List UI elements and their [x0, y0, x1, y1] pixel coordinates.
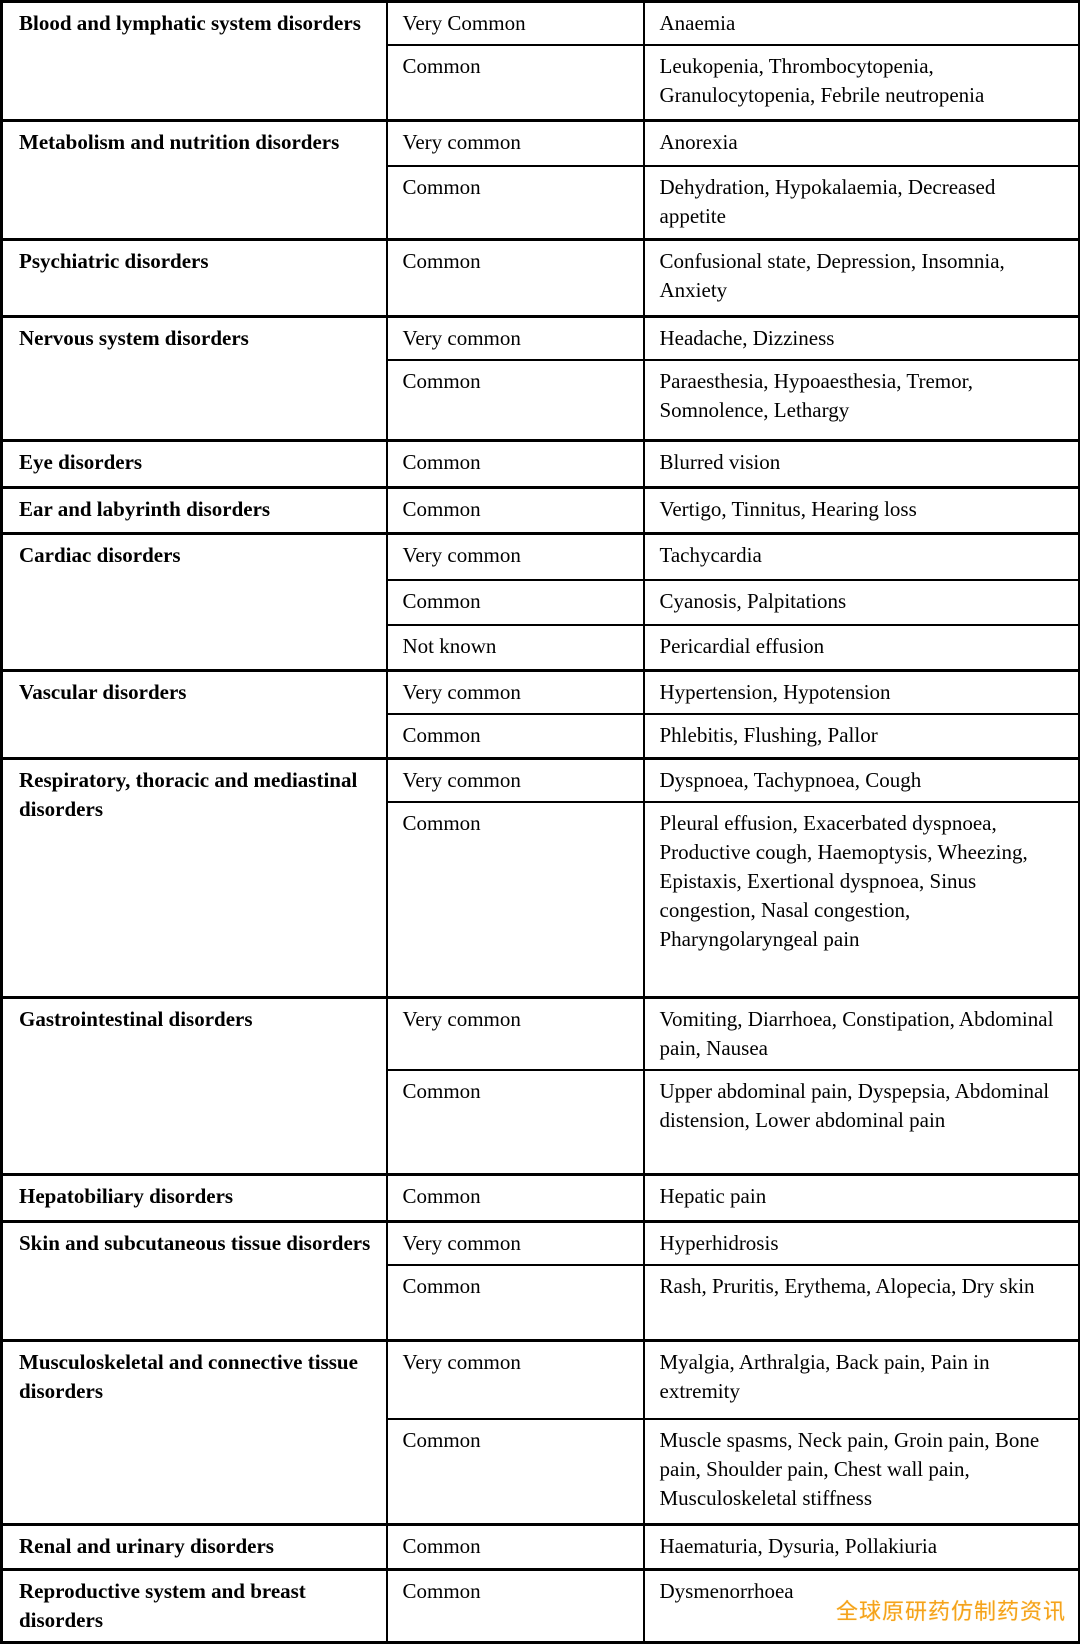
disorder-class-cell: Cardiac disorders	[0, 531, 388, 671]
frequency-cell: Common	[385, 44, 645, 121]
table-row: Psychiatric disorders Common Confusional s…	[0, 237, 1080, 317]
reactions-cell: Pericardial effusion	[642, 624, 1080, 671]
frequency-cell: Common	[385, 1522, 645, 1570]
disorder-class-cell: Renal and urinary disorders	[0, 1522, 388, 1570]
frequency-cell: Common	[385, 165, 645, 240]
disorder-class-cell: Gastrointestinal disorders	[0, 995, 388, 1176]
table-row: Blood and lymphatic system disorders Very…	[0, 0, 1080, 121]
reactions-cell: Anorexia	[642, 118, 1080, 167]
table-row: Ear and labyrinth disorders Common Vertigo…	[0, 485, 1080, 534]
reactions-cell: Dysmenorrhoea	[642, 1567, 1080, 1643]
reactions-cell: Pleural effusion, Exacerbated dyspnoea, …	[642, 801, 1080, 998]
disorder-class-cell: Musculoskeletal and connective tissue di…	[0, 1338, 388, 1525]
disorder-class-cell: Vascular disorders	[0, 668, 388, 760]
table-row: Common Pleural effusion, Exacerbated dysp…	[2, 801, 1080, 998]
frequency-cell: Very common	[385, 531, 645, 581]
watermark: 全球原研药仿制药资讯	[835, 1600, 1066, 1625]
reactions-cell: Dehydration, Hypokalaemia, Decreased app…	[642, 165, 1080, 240]
frequency-cell: Common	[385, 1418, 645, 1525]
disorder-class-cell: Ear and labyrinth disorders	[0, 485, 388, 534]
table-row: Not known Pericardial effusion	[2, 624, 1080, 671]
table-row: Common Leukopenia, Thrombocytopenia, Gran…	[2, 44, 1080, 121]
frequency-cell: Not known	[385, 624, 645, 671]
reactions-cell: Headache, Dizziness	[642, 314, 1080, 361]
disorder-class-cell: Psychiatric disorders	[0, 237, 388, 317]
reactions-cell: Muscle spasms, Neck pain, Groin pain, Bo…	[642, 1418, 1080, 1525]
frequency-cell: Common	[385, 359, 645, 441]
reactions-cell: Hypertension, Hypotension	[642, 668, 1080, 715]
reactions-cell: Blurred vision	[642, 438, 1080, 488]
frequency-cell: Common	[385, 1068, 645, 1176]
reactions-cell: Myalgia, Arthralgia, Back pain, Pain in …	[642, 1338, 1080, 1420]
frequency-cell: Common	[385, 1264, 645, 1341]
reactions-cell: Confusional state, Depression, Insomnia,…	[642, 237, 1080, 317]
table-row: Reproductive system and breast disorders…	[0, 1567, 1080, 1643]
frequency-cell: Very common	[385, 118, 645, 167]
table-row: Common Dehydration, Hypokalaemia, Decreas…	[2, 165, 1080, 240]
reactions-cell: Vertigo, Tinnitus, Hearing loss	[642, 485, 1080, 534]
table-row: Cardiac disorders Very common Tachycardia	[0, 531, 1080, 671]
reactions-cell: Hyperhidrosis	[642, 1220, 1080, 1266]
frequency-cell: Very common	[385, 995, 645, 1071]
reactions-cell: Haematuria, Dysuria, Pollakiuria	[642, 1522, 1080, 1570]
reactions-cell: Tachycardia	[642, 531, 1080, 581]
reactions-cell: Upper abdominal pain, Dyspepsia, Abdomin…	[642, 1068, 1080, 1176]
reactions-cell: Phlebitis, Flushing, Pallor	[642, 712, 1080, 760]
disorder-class-cell: Skin and subcutaneous tissue disorders	[0, 1220, 388, 1341]
reactions-cell: Cyanosis, Palpitations	[642, 579, 1080, 626]
frequency-cell: Very common	[385, 1220, 645, 1266]
reactions-cell: Rash, Pruritis, Erythema, Alopecia, Dry …	[642, 1264, 1080, 1341]
disorder-class-cell: Blood and lymphatic system disorders	[0, 0, 388, 121]
frequency-cell: Common	[385, 1173, 645, 1223]
reactions-cell: Paraesthesia, Hypoaesthesia, Tremor, Som…	[642, 359, 1080, 441]
disorder-class-cell: Hepatobiliary disorders	[0, 1173, 388, 1223]
frequency-cell: Common	[385, 712, 645, 760]
table-row: Common Upper abdominal pain, Dyspepsia, A…	[2, 1068, 1080, 1176]
disorder-class-cell: Nervous system disorders	[0, 314, 388, 441]
table-row: Respiratory, thoracic and mediastinal di…	[0, 757, 1080, 998]
reactions-cell: Hepatic pain	[642, 1173, 1080, 1223]
frequency-cell: Common	[385, 1567, 645, 1643]
frequency-cell: Common	[385, 485, 645, 534]
table-row: Skin and subcutaneous tissue disorders Ve…	[0, 1220, 1080, 1341]
table-row: Common Cyanosis, Palpitations	[2, 579, 1080, 626]
frequency-cell: Very common	[385, 314, 645, 361]
frequency-cell: Common	[385, 237, 645, 317]
frequency-cell: Very common	[385, 1338, 645, 1420]
table-row: Metabolism and nutrition disorders Very c…	[0, 118, 1080, 240]
reactions-cell: Anaemia	[642, 0, 1080, 46]
table-row: Hepatobiliary disorders Common Hepatic pai…	[0, 1173, 1080, 1223]
disorder-class-cell: Reproductive system and breast disorders	[0, 1567, 388, 1643]
table-row: Common Rash, Pruritis, Erythema, Alopecia…	[2, 1264, 1080, 1341]
table-row: Vascular disorders Very common Hypertensio…	[0, 668, 1080, 760]
table-row: Renal and urinary disorders Common Haematu…	[0, 1522, 1080, 1570]
frequency-cell: Common	[385, 438, 645, 488]
table-row: Nervous system disorders Very common Heada…	[0, 314, 1080, 441]
table-row: Common Muscle spasms, Neck pain, Groin pa…	[2, 1418, 1080, 1525]
reactions-cell: Vomiting, Diarrhoea, Constipation, Abdom…	[642, 995, 1080, 1071]
frequency-cell: Very common	[385, 668, 645, 715]
frequency-cell: Common	[385, 579, 645, 626]
disorder-class-cell: Respiratory, thoracic and mediastinal di…	[0, 757, 388, 998]
table-row: Gastrointestinal disorders Very common Vom…	[0, 995, 1080, 1176]
frequency-cell: Very common	[385, 757, 645, 803]
reactions-cell: Leukopenia, Thrombocytopenia, Granulocyt…	[642, 44, 1080, 121]
disorder-class-cell: Eye disorders	[0, 438, 388, 488]
table-row: Common Paraesthesia, Hypoaesthesia, Tremo…	[2, 359, 1080, 441]
table-row: Common Phlebitis, Flushing, Pallor	[2, 712, 1080, 760]
reactions-cell: Dyspnoea, Tachypnoea, Cough	[642, 757, 1080, 803]
table-row: Musculoskeletal and connective tissue di…	[0, 1338, 1080, 1525]
disorder-class-cell: Metabolism and nutrition disorders	[0, 118, 388, 240]
frequency-cell: Very Common	[385, 0, 645, 46]
frequency-cell: Common	[385, 801, 645, 998]
table-row: Eye disorders Common Blurred vision	[0, 438, 1080, 488]
